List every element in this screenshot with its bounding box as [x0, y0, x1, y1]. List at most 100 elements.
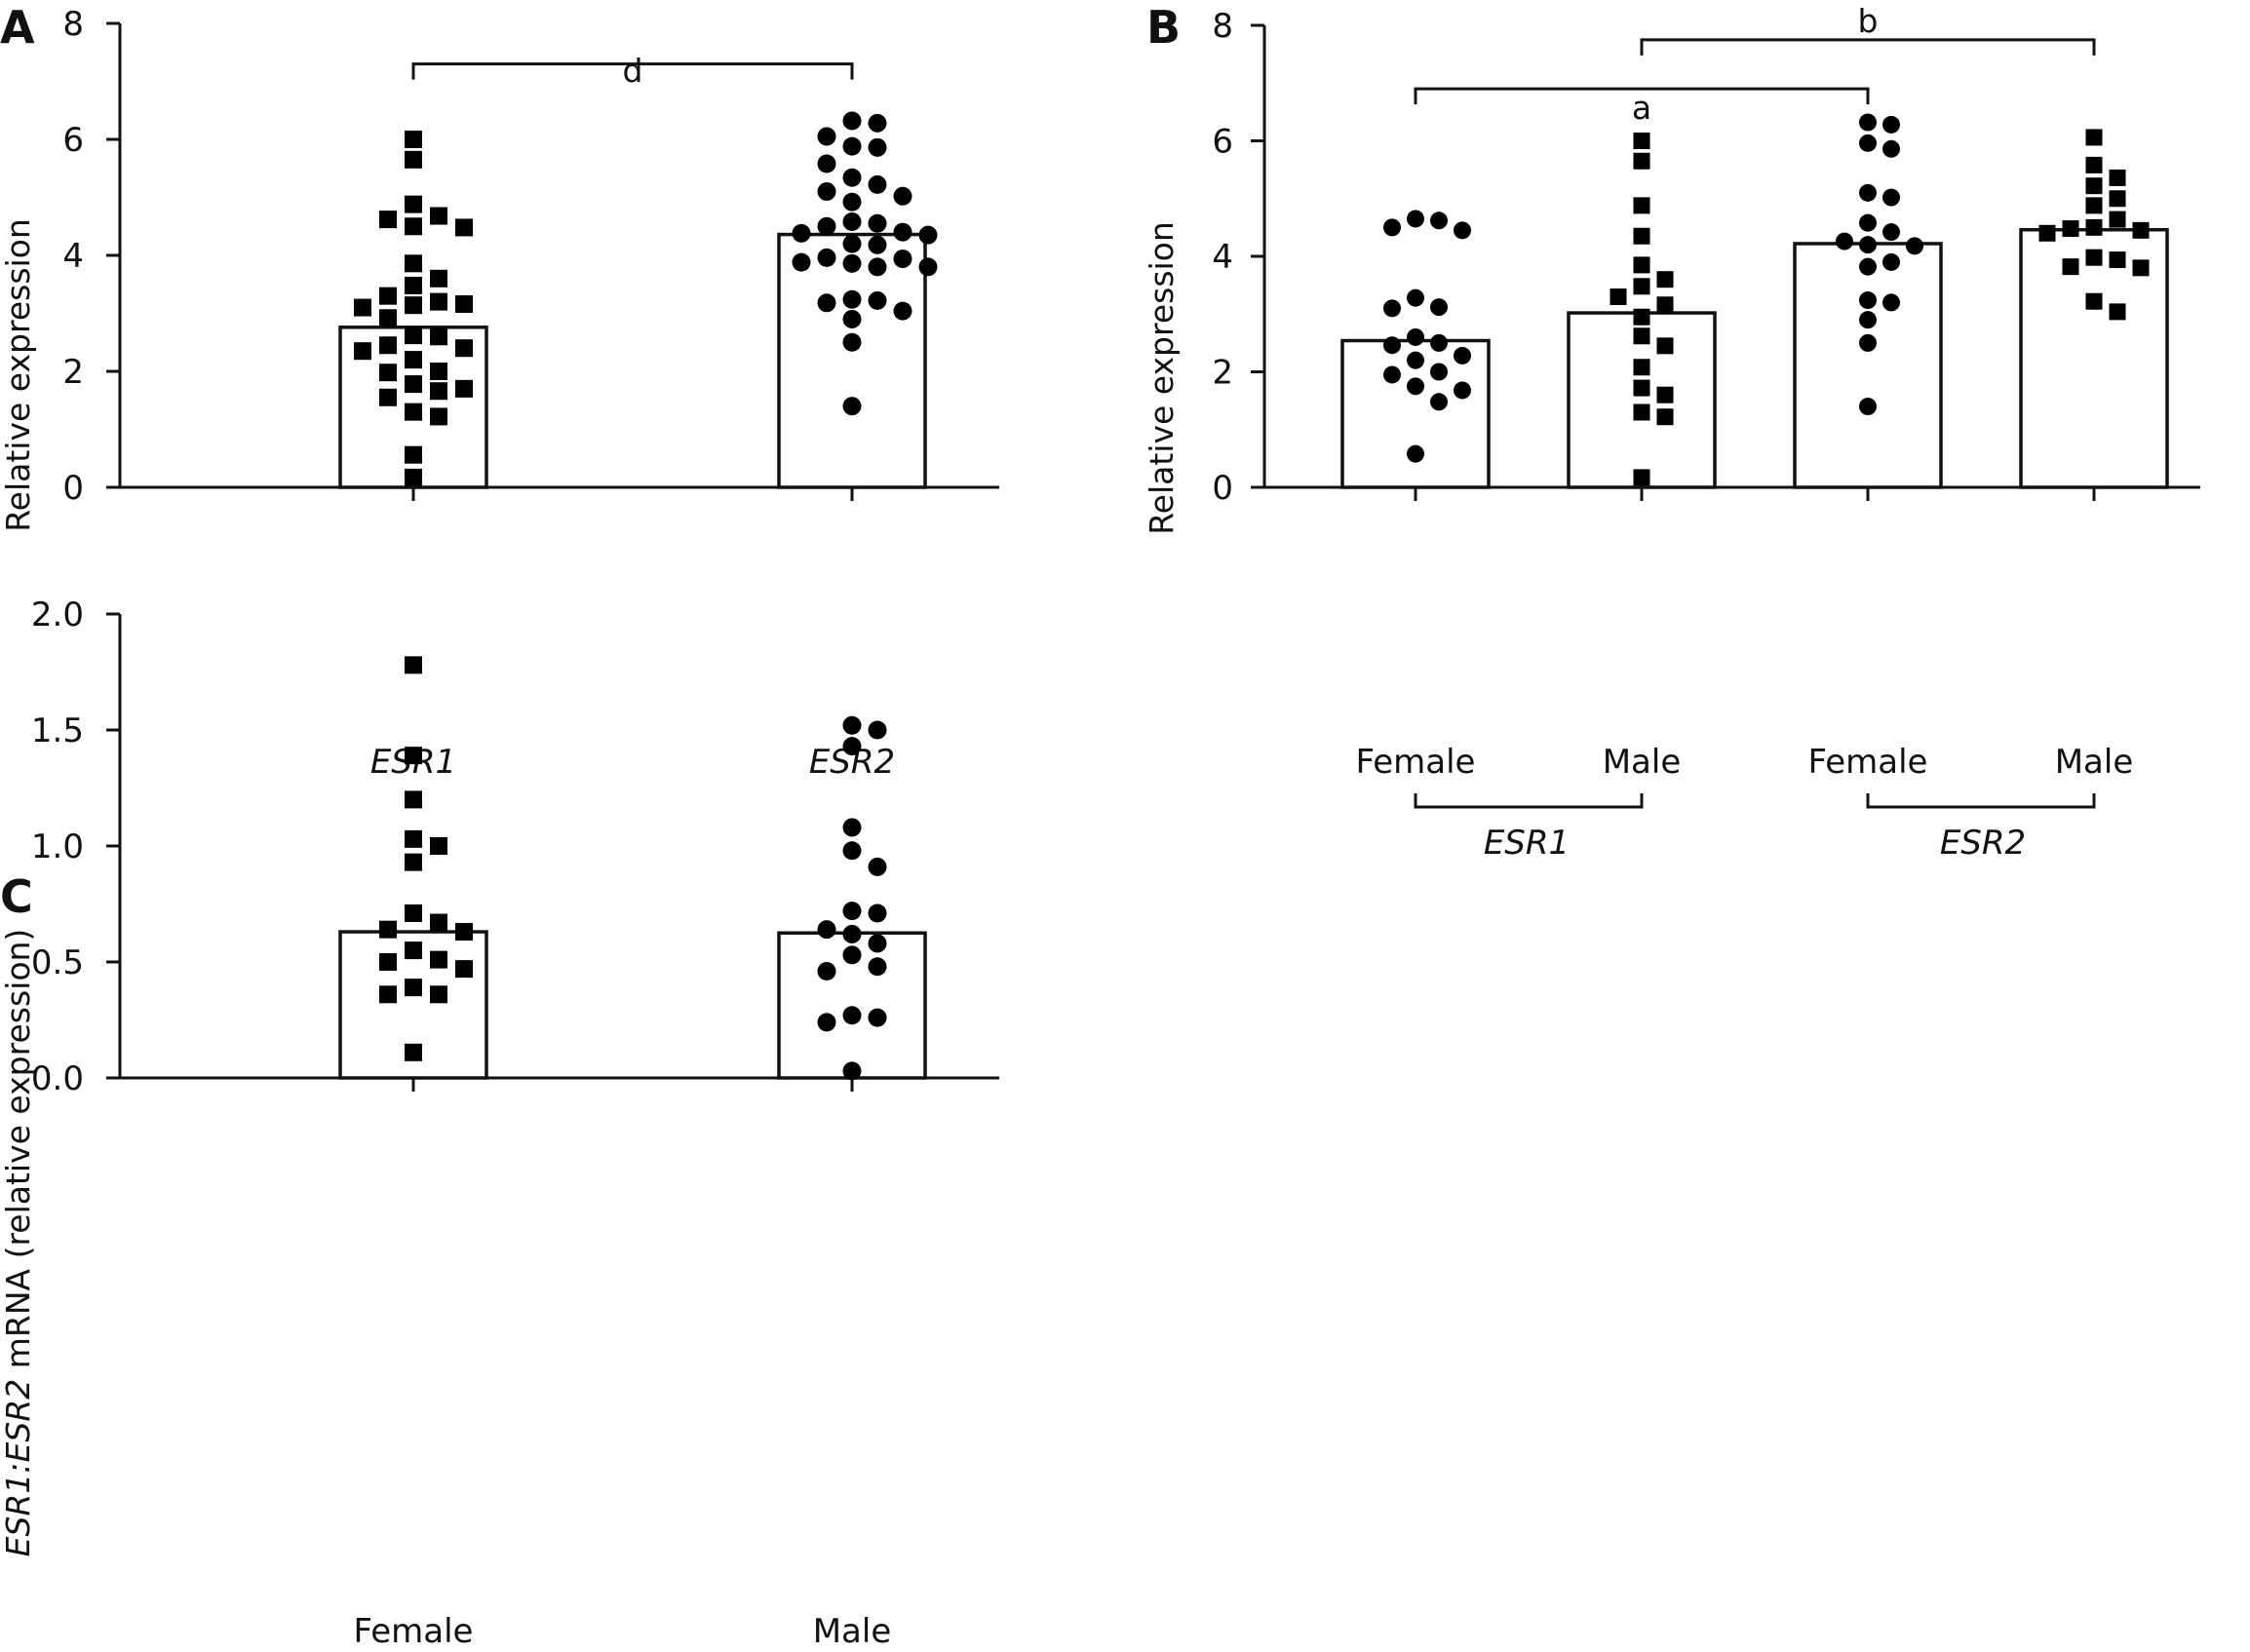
data-point-circle: [1859, 311, 1877, 329]
data-point-circle: [817, 216, 836, 236]
data-point-square: [405, 195, 422, 213]
data-point-square: [1656, 408, 1674, 426]
data-point-circle: [1430, 363, 1448, 381]
data-point-circle: [1383, 299, 1401, 318]
data-point-circle: [868, 857, 887, 876]
data-point-square: [1633, 133, 1650, 149]
data-point-square: [405, 853, 422, 871]
data-point-square: [405, 327, 422, 345]
panel-b-letter: B: [1146, 1, 1181, 54]
y-tick-label: 2: [1212, 354, 1233, 393]
bar: [338, 930, 488, 1080]
data-point-circle: [842, 111, 862, 131]
data-point-circle: [1882, 252, 1900, 271]
panel-b: B Relative expression Female Male Female…: [1143, 1, 2200, 863]
data-point-circle: [842, 289, 862, 309]
data-point-circle: [1407, 327, 1424, 346]
data-point-square: [379, 953, 397, 971]
data-point-square: [1633, 256, 1650, 274]
data-point-square: [2038, 224, 2056, 242]
data-point-square: [405, 941, 422, 960]
panel-a-letter: A: [0, 1, 35, 54]
data-point-circle: [1882, 293, 1900, 312]
data-point-circle: [842, 136, 862, 156]
data-point-square: [379, 287, 397, 305]
data-point-circle: [868, 957, 887, 977]
data-point-square: [430, 407, 447, 426]
data-point-square: [379, 336, 397, 355]
data-point-square: [379, 211, 397, 229]
data-point-square: [405, 790, 422, 809]
data-point-circle: [868, 174, 887, 194]
panel-c-category-label-male: Male: [813, 1612, 892, 1651]
data-point-circle: [817, 182, 836, 202]
data-point-square: [405, 468, 422, 486]
data-point-circle: [1407, 351, 1424, 369]
data-point-circle: [1859, 236, 1877, 254]
y-tick-label: 1.5: [31, 711, 84, 750]
data-point-circle: [1407, 210, 1424, 228]
data-point-square: [430, 382, 447, 401]
data-point-circle: [1882, 115, 1900, 134]
data-point-circle: [1859, 257, 1877, 276]
data-point-square: [405, 747, 422, 765]
data-point-circle: [1454, 346, 1471, 365]
data-point-square: [379, 364, 397, 382]
significance-bracket: [1640, 38, 2096, 56]
data-point-square: [2085, 218, 2103, 236]
data-point-square: [405, 445, 422, 464]
data-point-square: [430, 363, 447, 380]
data-point-circle: [842, 253, 862, 273]
panel-c-y-axis-title: ESR1:ESR2 mRNA (relative expression): [0, 929, 37, 1557]
data-point-circle: [792, 252, 811, 272]
data-point-square: [405, 150, 422, 169]
panel-c-category-label-female: Female: [354, 1612, 474, 1651]
y-tick-label: 4: [62, 237, 84, 276]
data-point-circle: [1859, 291, 1877, 310]
data-point-circle: [817, 962, 836, 981]
data-point-circle: [842, 924, 862, 943]
data-point-square: [2132, 221, 2150, 239]
panel-c: C ESR1:ESR2 mRNA (relative expression) F…: [0, 595, 999, 1651]
data-point-circle: [842, 1006, 862, 1025]
data-point-square: [405, 375, 422, 394]
y-tick-label: 6: [62, 121, 84, 160]
data-point-circle: [842, 818, 862, 837]
y-tick-label: 2.0: [31, 595, 84, 634]
data-point-circle: [817, 293, 836, 313]
data-point-circle: [893, 186, 912, 206]
data-point-square: [2085, 292, 2103, 310]
data-point-circle: [817, 920, 836, 940]
data-point-circle: [893, 301, 912, 321]
data-point-circle: [868, 290, 887, 310]
data-point-circle: [1836, 232, 1853, 250]
data-point-circle: [1859, 134, 1877, 152]
data-point-circle: [868, 235, 887, 254]
panel-b-category-label-esr2-female: Female: [1808, 743, 1928, 782]
data-point-circle: [1859, 213, 1877, 232]
data-point-circle: [842, 192, 862, 211]
data-point-square: [2132, 259, 2150, 277]
data-point-square: [1633, 469, 1650, 486]
data-point-circle: [893, 222, 912, 242]
data-point-circle: [1882, 223, 1900, 242]
panel-b-category-label-esr2-male: Male: [2055, 743, 2134, 782]
data-point-square: [354, 298, 371, 317]
data-point-square: [2109, 303, 2126, 321]
data-point-circle: [817, 127, 836, 146]
data-point-circle: [1407, 288, 1424, 307]
data-point-square: [1633, 227, 1650, 245]
data-point-circle: [1859, 113, 1877, 132]
data-point-square: [405, 656, 422, 674]
data-point-circle: [1882, 188, 1900, 207]
panel-c-letter: C: [0, 870, 33, 923]
data-point-circle: [842, 902, 862, 921]
data-point-square: [354, 342, 371, 361]
data-point-circle: [868, 113, 887, 133]
y-tick-label: 0.5: [31, 943, 84, 982]
data-point-square: [405, 276, 422, 294]
data-point-circle: [868, 1008, 887, 1027]
data-point-square: [2109, 190, 2126, 208]
data-point-circle: [817, 248, 836, 267]
